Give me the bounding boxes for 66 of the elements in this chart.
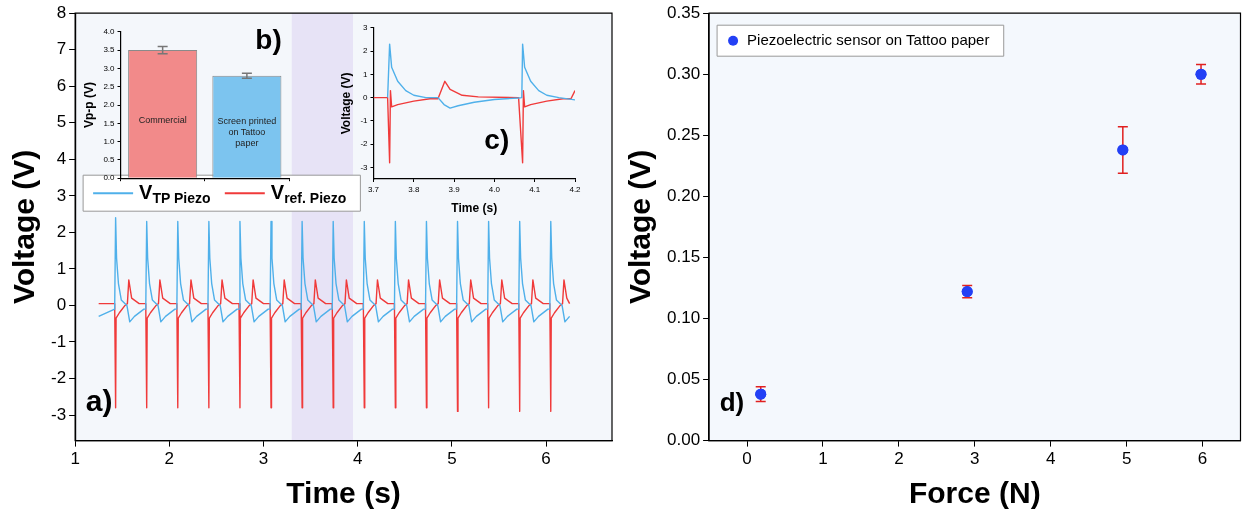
x-tick-label: 6	[541, 449, 551, 469]
y-tick-label: 1.5	[103, 118, 116, 128]
x-tick-label: 1	[818, 449, 828, 469]
y-tick-label: 0.05	[666, 369, 701, 389]
y-tick-label: 2	[56, 222, 67, 242]
y-tick-label: 6	[56, 75, 67, 95]
annotation: b)	[255, 24, 282, 56]
y-tick-label: 2	[363, 46, 369, 56]
y-axis-title: Voltage (V)	[623, 149, 657, 305]
x-tick-label: 6	[1197, 449, 1208, 469]
x-tick-label: 2	[894, 449, 904, 469]
legend-label: Piezoelectric sensor on Tattoo paper	[747, 30, 990, 48]
x-axis-title: Time (s)	[286, 476, 401, 510]
x-tick-label: Screen printed on Tattoo paper	[217, 115, 277, 148]
x-tick-label: 4	[1045, 449, 1056, 469]
x-tick-label: 3.9	[448, 185, 461, 194]
x-tick-label: 3	[970, 449, 980, 469]
y-tick-label: 7	[56, 39, 67, 59]
x-tick-label: 5	[447, 449, 457, 469]
x-tick-label: 4.0	[488, 185, 501, 194]
y-tick-label: 1	[363, 69, 369, 79]
y-tick-label: -2	[50, 368, 67, 388]
y-tick-label: 0.25	[666, 125, 701, 144]
y-tick-label: 0.20	[666, 186, 701, 206]
x-tick-label: 3.8	[408, 185, 420, 194]
y-axis-title: Vp-p (V)	[81, 82, 96, 128]
y-tick-label: 1	[56, 258, 67, 278]
y-tick-label: -3	[360, 162, 369, 172]
y-tick-label: 3.0	[103, 63, 116, 73]
x-tick-label: 4.1	[529, 185, 541, 194]
x-tick-label: Commercial	[138, 115, 187, 126]
annotation: a)	[85, 383, 113, 417]
y-tick-label: 3.5	[103, 45, 116, 55]
y-tick-label: -1	[50, 331, 67, 351]
y-tick-label: 8	[56, 2, 67, 22]
y-tick-label: 0.10	[666, 308, 701, 328]
y-tick-label: 0.5	[103, 155, 116, 165]
y-tick-label: 0	[363, 92, 369, 102]
x-tick-label: 0	[742, 449, 752, 469]
y-tick-label: 4.0	[103, 27, 116, 36]
x-axis-title: Time (s)	[451, 201, 498, 216]
x-tick-label: 1	[70, 449, 80, 469]
y-tick-label: -2	[360, 139, 369, 149]
x-axis-title: Force (N)	[908, 476, 1041, 510]
y-tick-label: 2.5	[103, 81, 116, 91]
y-tick-label: 2.0	[103, 100, 116, 110]
y-tick-label: 0	[56, 295, 67, 315]
annotation: c)	[484, 123, 510, 155]
y-axis-title: Voltage (V)	[338, 72, 353, 135]
x-tick-label: 5	[1121, 449, 1132, 469]
y-tick-label: 0.30	[666, 63, 701, 83]
y-tick-label: 3	[363, 23, 369, 32]
x-tick-label: 2	[164, 449, 175, 469]
x-tick-label: 3	[258, 449, 269, 469]
y-tick-label: 0.15	[666, 247, 701, 267]
y-axis-title: Voltage (V)	[7, 149, 41, 305]
y-tick-label: 4	[56, 149, 67, 169]
x-tick-label: 3.7	[367, 185, 380, 194]
y-tick-label: -3	[50, 404, 67, 424]
x-tick-label: 4.2	[569, 185, 582, 194]
y-tick-label: 0.0	[103, 173, 116, 183]
y-tick-label: 1.0	[103, 136, 116, 146]
y-tick-label: 0.00	[666, 430, 701, 450]
annotation: d)	[719, 386, 745, 417]
y-tick-label: 0.35	[666, 2, 701, 22]
y-tick-label: -1	[360, 116, 369, 126]
